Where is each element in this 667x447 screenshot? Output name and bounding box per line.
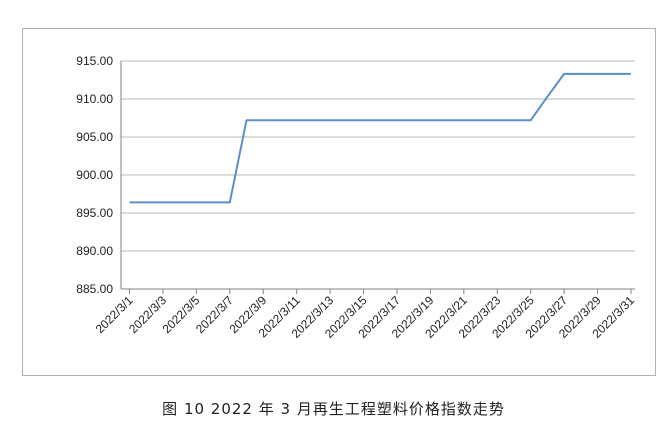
y-tick-label: 890.00 (76, 244, 113, 258)
data-point (162, 201, 164, 203)
data-point (546, 96, 548, 98)
data-point (296, 119, 298, 121)
data-point (413, 119, 415, 121)
series-line (129, 72, 631, 204)
data-point (195, 201, 197, 203)
data-point (262, 119, 264, 121)
data-point (530, 119, 532, 121)
figure-caption: 图 10 2022 年 3 月再生工程塑料价格指数走势 (162, 400, 505, 418)
data-point (513, 119, 515, 121)
data-point (329, 119, 331, 121)
data-point (246, 119, 248, 121)
line-chart: 915.00 910.00 905.00 900.00 895.00 890.00 885.… (76, 54, 637, 341)
data-point (145, 201, 147, 203)
y-tick-label: 905.00 (76, 130, 113, 144)
data-point (597, 73, 599, 75)
data-point (212, 201, 214, 203)
data-point (563, 73, 565, 75)
data-point (179, 201, 181, 203)
data-point (229, 201, 231, 203)
data-point (463, 119, 465, 121)
data-point (496, 119, 498, 121)
data-point (429, 119, 431, 121)
chart-frame: 915.00 910.00 905.00 900.00 895.00 890.00 885.… (22, 28, 656, 376)
data-point (312, 119, 314, 121)
data-point (363, 119, 365, 121)
data-point (379, 119, 381, 121)
y-tick-label: 885.00 (76, 282, 113, 296)
y-tick-label: 915.00 (76, 54, 113, 68)
data-point (613, 73, 615, 75)
y-tick-label: 900.00 (76, 168, 113, 182)
data-point (396, 119, 398, 121)
data-point (346, 119, 348, 121)
data-point (630, 73, 632, 75)
data-point (480, 119, 482, 121)
data-point (446, 119, 448, 121)
data-point (129, 201, 131, 203)
data-point (279, 119, 281, 121)
data-point (580, 73, 582, 75)
y-tick-label: 910.00 (76, 92, 113, 106)
y-tick-label: 895.00 (76, 206, 113, 220)
